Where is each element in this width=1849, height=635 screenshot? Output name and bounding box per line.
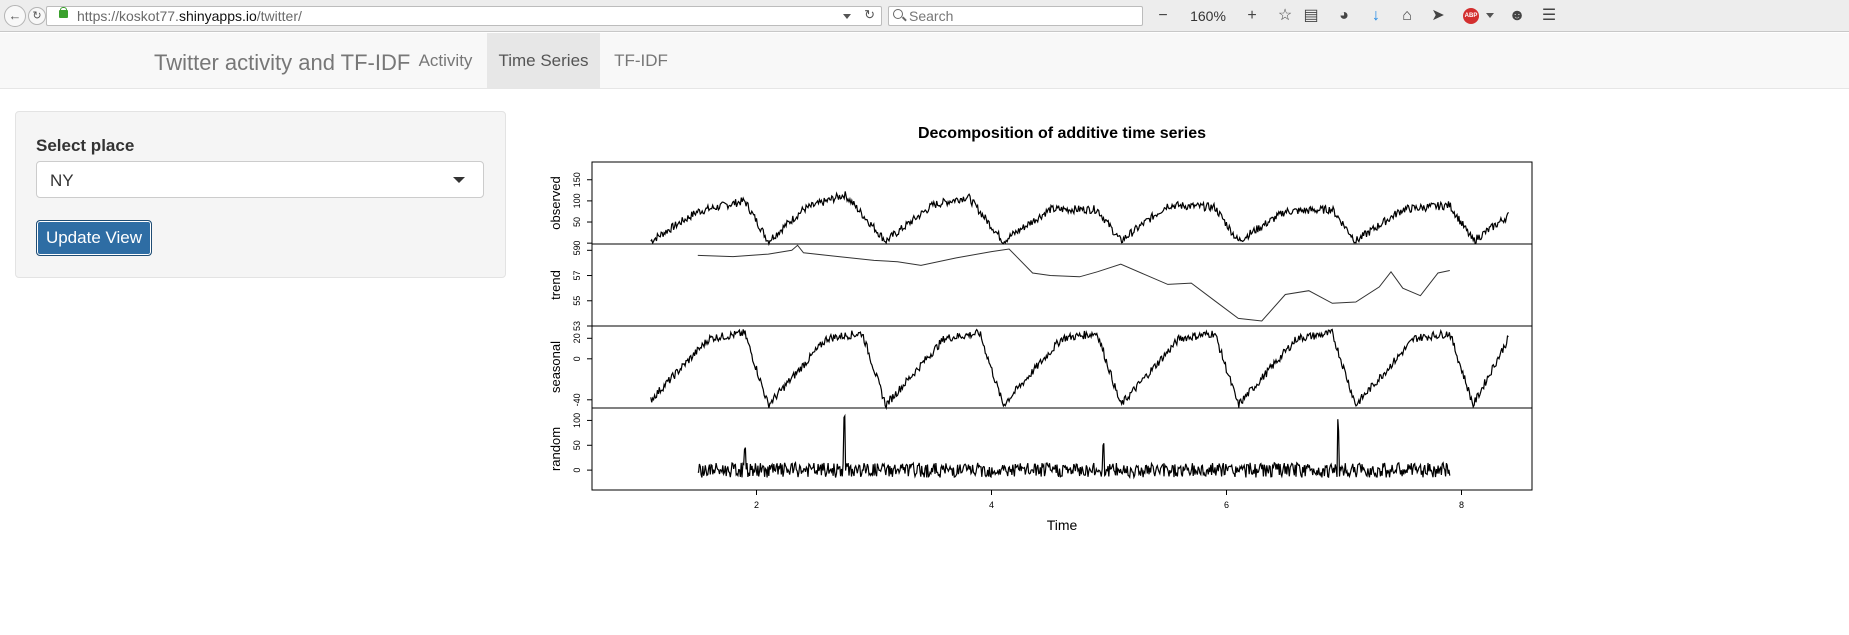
- x-axis-label: Time: [1047, 517, 1078, 533]
- y-tick-label-trend: 57: [572, 271, 582, 281]
- back-arrow-icon: ←: [8, 8, 22, 23]
- reload-icon[interactable]: ↻: [864, 7, 875, 22]
- reload-site-button[interactable]: ↻: [28, 7, 46, 25]
- tab-time-series[interactable]: Time Series: [487, 33, 600, 88]
- y-tick-label-trend: 59: [572, 245, 582, 255]
- search-icon: [893, 9, 903, 19]
- series-line-random: [697, 413, 1451, 480]
- x-tick-label: 6: [1224, 500, 1229, 510]
- y-tick-label-observed: 100: [572, 193, 582, 208]
- panel-label-observed: observed: [548, 176, 563, 229]
- y-tick-label-seasonal: -40: [572, 393, 582, 406]
- series-line-seasonal: [650, 328, 1509, 411]
- y-tick-label-seasonal: 20: [572, 333, 582, 343]
- send-icon[interactable]: ➤: [1431, 7, 1445, 24]
- x-tick-label: 2: [754, 500, 759, 510]
- reading-list-icon[interactable]: ▤: [1303, 7, 1319, 24]
- y-tick-label-observed: 50: [572, 217, 582, 227]
- menu-icon[interactable]: ☰: [1541, 7, 1557, 24]
- search-icon-handle: [902, 16, 907, 22]
- zoom-level[interactable]: 160%: [1190, 8, 1226, 24]
- download-icon[interactable]: ↓: [1372, 7, 1380, 24]
- y-tick-label-trend: 55: [572, 296, 582, 306]
- panel-label-random: random: [548, 427, 563, 471]
- zoom-out-button[interactable]: −: [1158, 7, 1168, 24]
- app-brand: Twitter activity and TF-IDF: [154, 50, 411, 75]
- decomposition-chart: Decomposition of additive time series ob…: [548, 125, 1533, 533]
- series-line-trend: [697, 244, 1450, 322]
- refresh-icon: ↻: [32, 10, 42, 22]
- browser-search-field[interactable]: Search: [888, 6, 1143, 26]
- panel-label-trend: trend: [548, 270, 563, 300]
- zoom-in-button[interactable]: +: [1247, 7, 1257, 24]
- y-tick-label-random: 100: [572, 413, 582, 428]
- place-select[interactable]: NY: [36, 161, 484, 198]
- x-tick-label: 8: [1459, 500, 1464, 510]
- y-tick-label-seasonal: 0: [572, 356, 582, 361]
- bookmark-star-icon[interactable]: ☆: [1277, 7, 1293, 24]
- app-navbar: Twitter activity and TF-IDF Activity Tim…: [0, 33, 1849, 89]
- adblock-icon[interactable]: ABP: [1463, 8, 1479, 24]
- back-button[interactable]: ←: [4, 5, 26, 27]
- x-tick-label: 4: [989, 500, 994, 510]
- sidebar-panel: Select place NY Update View: [15, 111, 506, 278]
- chat-icon[interactable]: ☻: [1508, 7, 1526, 24]
- y-tick-label-observed: 150: [572, 172, 582, 187]
- panel-label-seasonal: seasonal: [548, 341, 563, 393]
- home-icon[interactable]: ⌂: [1402, 7, 1412, 24]
- browser-toolbar: ← ↻ https://koskot77.shinyapps.io/twitte…: [0, 0, 1849, 32]
- series-line-observed: [650, 191, 1509, 247]
- pocket-icon[interactable]: ◕: [1339, 7, 1349, 24]
- y-tick-label-observed: 0: [572, 241, 582, 246]
- panel-frame-random: [591, 407, 1533, 491]
- address-bar[interactable]: https://koskot77.shinyapps.io/twitter/ ↻: [46, 6, 882, 26]
- tab-tf-idf[interactable]: TF-IDF: [614, 51, 668, 70]
- dropdown-arrow-icon[interactable]: [843, 14, 851, 19]
- caret-down-icon: [453, 177, 465, 183]
- search-placeholder: Search: [909, 8, 954, 24]
- lock-shackle: [60, 7, 67, 13]
- place-select-value: NY: [50, 171, 74, 190]
- y-tick-label-random: 50: [572, 440, 582, 450]
- y-tick-label-trend: 53: [572, 321, 582, 331]
- update-view-button[interactable]: Update View: [36, 220, 152, 256]
- adblock-dropdown-icon[interactable]: [1486, 13, 1494, 18]
- select-place-label: Select place: [36, 136, 135, 155]
- lock-icon: [59, 10, 68, 18]
- url-text: https://koskot77.shinyapps.io/twitter/: [77, 8, 302, 24]
- y-tick-label-random: 0: [572, 468, 582, 473]
- tab-activity[interactable]: Activity: [418, 51, 473, 70]
- chart-title: Decomposition of additive time series: [918, 125, 1206, 142]
